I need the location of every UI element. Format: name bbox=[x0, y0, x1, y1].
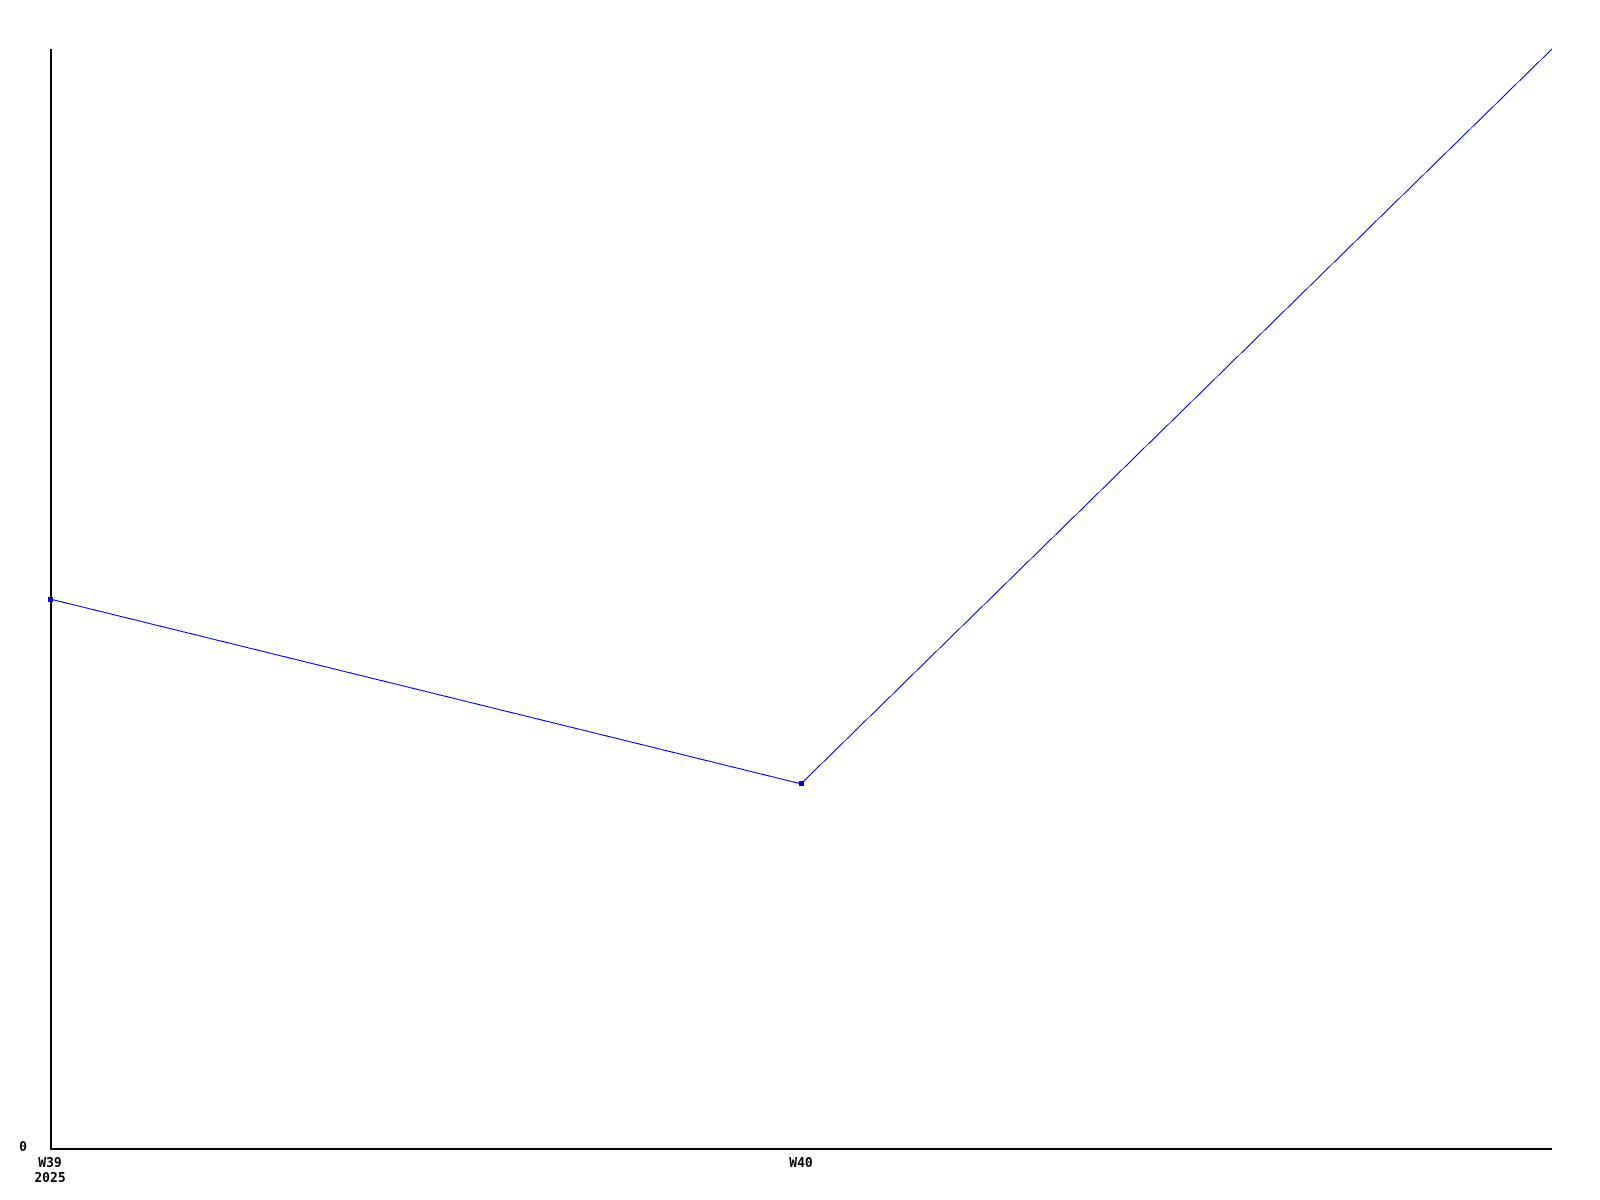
data-point-marker bbox=[48, 597, 53, 602]
x-axis-tick-label: W39 bbox=[38, 1156, 62, 1171]
data-point-marker bbox=[799, 781, 804, 786]
x-axis-tick-label: W40 bbox=[789, 1156, 813, 1171]
series-line bbox=[49, 48, 1553, 785]
x-axis-tick-label: 2025 bbox=[34, 1171, 66, 1186]
y-axis-tick-label: 0 bbox=[19, 1140, 27, 1155]
